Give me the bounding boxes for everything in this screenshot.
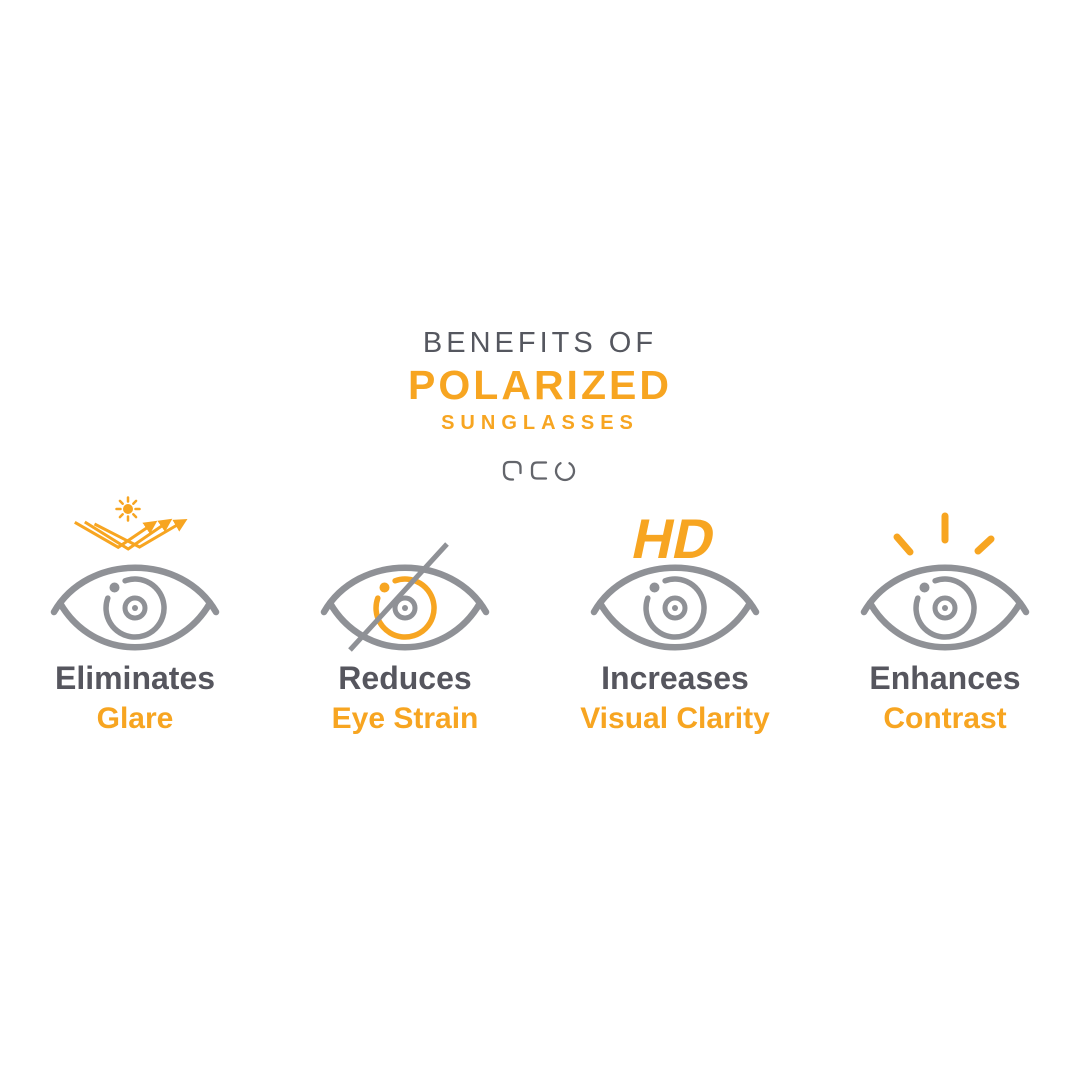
title-divider bbox=[0, 459, 1080, 490]
slash-line bbox=[348, 542, 449, 652]
benefit-action: Eliminates bbox=[54, 660, 216, 696]
benefit-object: Visual Clarity bbox=[580, 701, 770, 735]
kicker-text: BENEFITS OF bbox=[422, 327, 658, 359]
benefits-row: Eliminates Glare Reduces Eye Strain HD I… bbox=[0, 492, 1080, 735]
reflected-rays bbox=[74, 518, 188, 551]
hd-badge: HD bbox=[627, 508, 721, 570]
benefit-action: Increases bbox=[601, 660, 749, 696]
eye-rays-icon bbox=[860, 512, 1030, 660]
benefit-action: Reduces bbox=[338, 660, 472, 696]
eye-hd-icon: HD bbox=[590, 508, 760, 660]
sunglasses-outline-icon bbox=[502, 460, 576, 482]
subtitle-text: SUNGLASSES bbox=[441, 412, 639, 434]
benefit-eliminates-glare: Eliminates Glare bbox=[0, 492, 270, 735]
benefit-reduces-eye-strain: Reduces Eye Strain bbox=[270, 492, 540, 735]
eye-glare-reflection-icon bbox=[50, 496, 220, 660]
benefit-action: Enhances bbox=[869, 660, 1021, 696]
shine-rays bbox=[893, 512, 995, 556]
sun-icon bbox=[115, 496, 141, 522]
benefit-object: Eye Strain bbox=[331, 701, 479, 735]
benefit-object: Glare bbox=[96, 701, 174, 735]
page-title: POLARIZED bbox=[408, 362, 672, 408]
eye-strain-slash-icon bbox=[320, 542, 490, 652]
benefit-increases-visual-clarity: HD Increases Visual Clarity bbox=[540, 492, 810, 735]
benefit-enhances-contrast: Enhances Contrast bbox=[810, 492, 1080, 735]
benefit-object: Contrast bbox=[883, 701, 1007, 735]
